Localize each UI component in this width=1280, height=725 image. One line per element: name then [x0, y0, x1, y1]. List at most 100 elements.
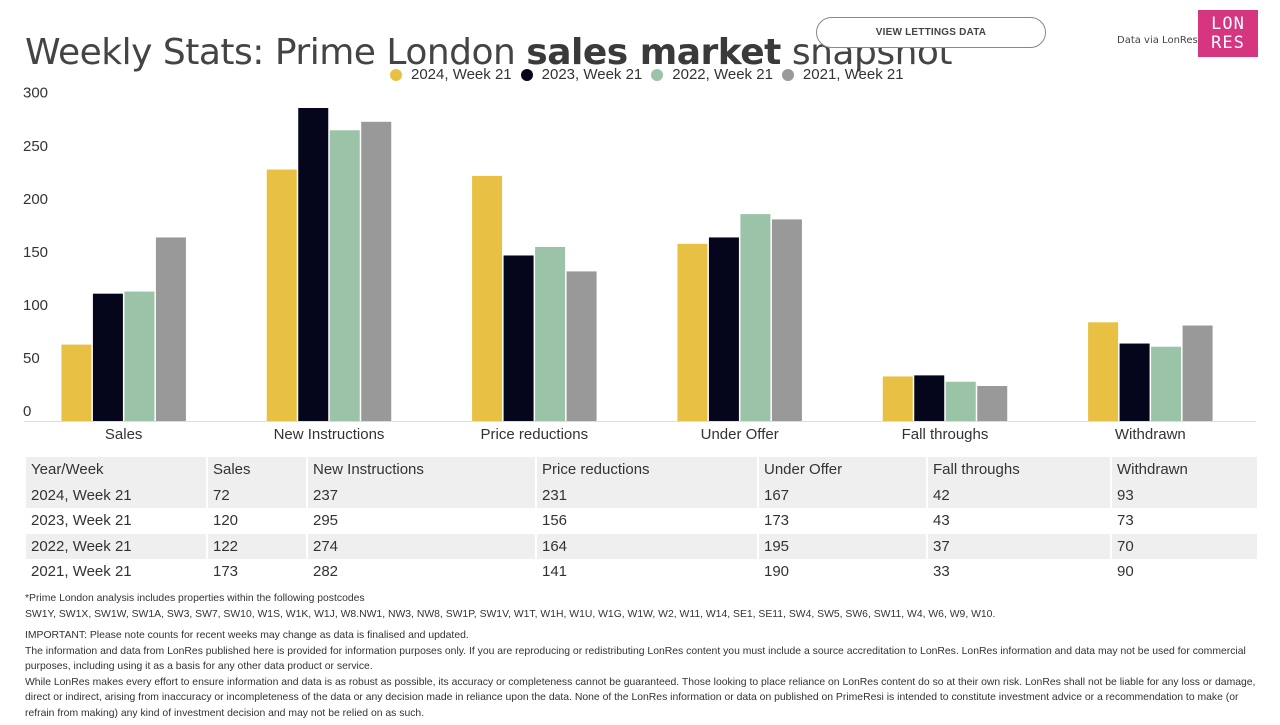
table-header: Price reductions: [535, 457, 758, 483]
table-row: 2022, Week 21 122 274 164 195 37 70: [24, 533, 1257, 559]
table-header-row: Year/Week Sales New Instructions Price r…: [24, 457, 1257, 483]
table-cell: 43: [926, 508, 1111, 534]
table-cell: 33: [926, 559, 1111, 585]
table-cell: 42: [926, 482, 1111, 508]
table-row-label: 2021, Week 21: [24, 559, 207, 585]
table-cell: 93: [1110, 482, 1257, 508]
y-tick-label: 150: [23, 244, 48, 261]
x-tick-label: Sales: [105, 426, 143, 443]
table-cell: 72: [206, 482, 307, 508]
lonres-logo[interactable]: LON RES: [1198, 10, 1258, 57]
table-cell: 73: [1110, 508, 1257, 534]
disclaimer-para-1: The information and data from LonRes pub…: [25, 645, 1246, 673]
bar[interactable]: [882, 376, 913, 421]
bar[interactable]: [92, 293, 123, 421]
table-cell: 167: [757, 482, 927, 508]
bar[interactable]: [124, 291, 155, 421]
postcode-notes: *Prime London analysis includes properti…: [25, 591, 1260, 622]
table-cell: 237: [306, 482, 536, 508]
disclaimer-important: IMPORTANT: Please note counts for recent…: [25, 630, 469, 641]
bar[interactable]: [535, 246, 566, 421]
table-header: Withdrawn: [1110, 457, 1257, 483]
table-header: Year/Week: [24, 457, 207, 483]
postcodes-list: SW1Y, SW1X, SW1W, SW1A, SW3, SW7, SW10, …: [25, 608, 996, 620]
legend-dot-icon: [390, 68, 402, 81]
chart-legend: 2024, Week 21 2023, Week 21 2022, Week 2…: [390, 66, 913, 83]
legend-label: 2023, Week 21: [541, 66, 643, 83]
logo-line-1: LON: [1211, 13, 1245, 34]
bar[interactable]: [329, 130, 360, 421]
bar[interactable]: [298, 108, 329, 421]
bar[interactable]: [677, 243, 708, 421]
table-header: Sales: [206, 457, 307, 483]
x-tick-label: Price reductions: [481, 426, 589, 443]
table-cell: 120: [206, 508, 307, 534]
bar[interactable]: [61, 344, 92, 421]
x-tick-label: Fall throughs: [902, 426, 989, 443]
legend-label: 2024, Week 21: [411, 66, 512, 83]
bar[interactable]: [155, 237, 186, 421]
y-tick-label: 200: [23, 191, 48, 208]
bar[interactable]: [503, 255, 534, 421]
legend-item[interactable]: 2024, Week 21: [390, 66, 512, 83]
legend-item[interactable]: 2021, Week 21: [781, 66, 904, 83]
bar[interactable]: [740, 214, 771, 421]
table-cell: 70: [1110, 533, 1257, 559]
table-row: 2024, Week 21 72 237 231 167 42 93: [24, 482, 1257, 508]
bar[interactable]: [266, 169, 297, 421]
table-row-label: 2023, Week 21: [24, 508, 207, 534]
table-row: 2021, Week 21 173 282 141 190 33 90: [24, 559, 1257, 585]
table-header: Fall throughs: [926, 457, 1111, 483]
legend-item[interactable]: 2022, Week 21: [651, 66, 773, 83]
page-title: Weekly Stats: Prime London sales market …: [25, 32, 953, 74]
y-tick-label: 250: [23, 138, 48, 155]
table-cell: 195: [757, 533, 927, 559]
legend-label: 2021, Week 21: [802, 66, 904, 83]
disclaimer-para-2: While LonRes makes every effort to ensur…: [25, 676, 1256, 719]
table-header: Under Offer: [757, 457, 927, 483]
legend-dot-icon: [781, 68, 794, 81]
table-cell: 141: [535, 559, 758, 585]
bar[interactable]: [977, 385, 1008, 421]
title-pre: Weekly Stats: Prime London: [25, 32, 527, 74]
bar[interactable]: [1119, 343, 1150, 421]
table-row: 2023, Week 21 120 295 156 173 43 73: [24, 508, 1257, 534]
table-cell: 173: [206, 559, 307, 585]
table-cell: 231: [535, 482, 758, 508]
x-tick-label: New Instructions: [274, 426, 385, 443]
bar[interactable]: [914, 375, 945, 421]
bar[interactable]: [1088, 322, 1119, 421]
table-cell: 156: [535, 508, 758, 534]
disclaimer: IMPORTANT: Please note counts for recent…: [25, 628, 1265, 721]
y-tick-label: 0: [23, 403, 31, 420]
view-lettings-data-button[interactable]: VIEW LETTINGS DATA: [816, 17, 1046, 48]
bar[interactable]: [708, 237, 739, 421]
title-bold: sales market: [526, 32, 781, 74]
legend-label: 2022, Week 21: [672, 66, 773, 83]
data-source-label: Data via LonRes: [1117, 35, 1198, 46]
legend-item[interactable]: 2023, Week 21: [520, 66, 643, 83]
bar[interactable]: [771, 219, 802, 421]
bar[interactable]: [361, 121, 392, 421]
table-cell: 37: [926, 533, 1111, 559]
bar-chart: 0 50 100 150 200 250 300 Sales New Instructions P…: [23, 85, 1256, 443]
table-row-label: 2022, Week 21: [24, 533, 207, 559]
table-cell: 274: [306, 533, 536, 559]
y-tick-label: 300: [23, 85, 48, 102]
table-cell: 164: [535, 533, 758, 559]
bar[interactable]: [472, 175, 503, 421]
bar[interactable]: [566, 271, 597, 421]
y-tick-label: 100: [23, 297, 48, 314]
table-cell: 190: [757, 559, 927, 585]
bar[interactable]: [1151, 346, 1182, 421]
table-header: New Instructions: [306, 457, 536, 483]
logo-line-2: RES: [1211, 32, 1245, 53]
table-cell: 90: [1110, 559, 1257, 585]
data-table: Year/Week Sales New Instructions Price r…: [24, 457, 1257, 585]
bar[interactable]: [1182, 325, 1213, 421]
table-cell: 122: [206, 533, 307, 559]
bar[interactable]: [945, 381, 976, 421]
x-tick-label: Withdrawn: [1115, 426, 1186, 443]
y-tick-label: 50: [23, 350, 40, 367]
table-row-label: 2024, Week 21: [24, 482, 207, 508]
